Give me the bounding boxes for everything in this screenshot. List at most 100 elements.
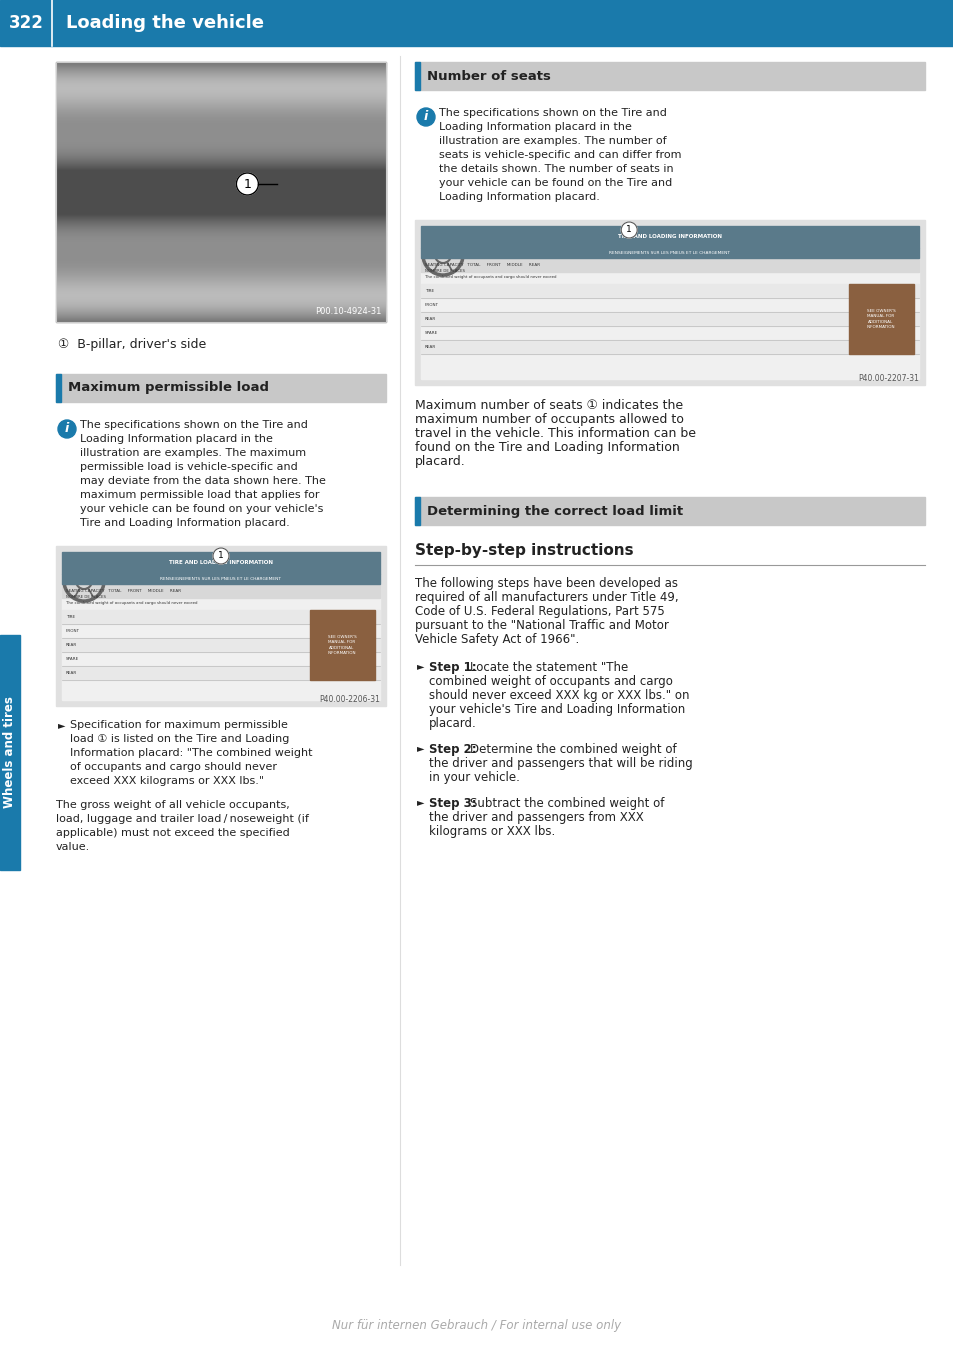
- Bar: [310, 611, 375, 680]
- Text: Step-by-step instructions: Step-by-step instructions: [415, 543, 633, 558]
- Text: FRONT: FRONT: [424, 303, 438, 307]
- Bar: [62, 584, 379, 598]
- Text: the driver and passengers from XXX: the driver and passengers from XXX: [429, 811, 643, 825]
- Text: P00.10-4924-31: P00.10-4924-31: [315, 307, 381, 315]
- Text: found on the Tire and Loading Information: found on the Tire and Loading Informatio…: [415, 441, 679, 454]
- Bar: [420, 226, 918, 379]
- Text: combined weight of occupants and cargo: combined weight of occupants and cargo: [429, 676, 672, 688]
- Text: The combined weight of occupants and cargo should never exceed: The combined weight of occupants and car…: [424, 275, 556, 279]
- Bar: [415, 497, 924, 525]
- Text: SEE OWNER'S
MANUAL FOR
ADDITIONAL
INFORMATION: SEE OWNER'S MANUAL FOR ADDITIONAL INFORM…: [865, 309, 895, 329]
- Text: load ① is listed on the Tire and Loading: load ① is listed on the Tire and Loading: [70, 734, 289, 743]
- Text: 1: 1: [218, 551, 224, 561]
- Text: may deviate from the data shown here. The: may deviate from the data shown here. Th…: [80, 477, 326, 486]
- Bar: [848, 284, 913, 353]
- Text: ►: ►: [58, 720, 66, 730]
- Text: Loading Information placard in the: Loading Information placard in the: [80, 435, 273, 444]
- Text: Maximum number of seats ① indicates the: Maximum number of seats ① indicates the: [415, 399, 682, 412]
- Text: Determining the correct load limit: Determining the correct load limit: [427, 505, 682, 517]
- Text: i: i: [65, 422, 69, 436]
- Text: The following steps have been developed as: The following steps have been developed …: [415, 577, 678, 590]
- Circle shape: [58, 420, 76, 437]
- Text: REAR: REAR: [424, 345, 436, 349]
- Text: FRONT: FRONT: [66, 630, 80, 634]
- Circle shape: [416, 108, 435, 126]
- Text: The specifications shown on the Tire and: The specifications shown on the Tire and: [80, 420, 308, 431]
- Text: Step 2:: Step 2:: [429, 743, 480, 756]
- Bar: [420, 248, 918, 259]
- Text: SEE OWNER'S
MANUAL FOR
ADDITIONAL
INFORMATION: SEE OWNER'S MANUAL FOR ADDITIONAL INFORM…: [327, 635, 356, 655]
- Text: the details shown. The number of seats in: the details shown. The number of seats i…: [438, 164, 673, 175]
- Text: Determine the combined weight of: Determine the combined weight of: [469, 743, 676, 756]
- Circle shape: [236, 173, 258, 195]
- Bar: [420, 311, 918, 326]
- Text: should never exceed XXX kg or XXX lbs." on: should never exceed XXX kg or XXX lbs." …: [429, 689, 689, 701]
- Bar: [56, 374, 386, 402]
- Text: permissible load is vehicle-specific and: permissible load is vehicle-specific and: [80, 462, 297, 473]
- Bar: [0, 0, 953, 46]
- Bar: [62, 666, 379, 680]
- Text: SEATING CAPACITY   TOTAL     FRONT     MIDDLE     REAR: SEATING CAPACITY TOTAL FRONT MIDDLE REAR: [424, 263, 539, 267]
- Text: placard.: placard.: [429, 718, 476, 730]
- Text: RENSEIGNEMENTS SUR LES PNEUS ET LE CHARGEMENT: RENSEIGNEMENTS SUR LES PNEUS ET LE CHARG…: [160, 577, 281, 581]
- Text: Loading Information placard.: Loading Information placard.: [438, 192, 599, 202]
- Text: in your vehicle.: in your vehicle.: [429, 770, 519, 784]
- Text: NOMBRE DE PLACES: NOMBRE DE PLACES: [424, 269, 464, 274]
- Bar: [62, 552, 379, 574]
- Text: TIRE: TIRE: [66, 615, 75, 619]
- Text: Code of U.S. Federal Regulations, Part 575: Code of U.S. Federal Regulations, Part 5…: [415, 605, 664, 617]
- Text: Maximum permissible load: Maximum permissible load: [68, 382, 269, 394]
- Text: Wheels and tires: Wheels and tires: [4, 696, 16, 808]
- Text: your vehicle can be found on the Tire and: your vehicle can be found on the Tire an…: [438, 177, 672, 188]
- Bar: [420, 284, 918, 298]
- Text: the driver and passengers that will be riding: the driver and passengers that will be r…: [429, 757, 692, 770]
- Text: 1: 1: [243, 177, 251, 191]
- Text: applicable) must not exceed the specified: applicable) must not exceed the specifie…: [56, 829, 290, 838]
- Circle shape: [620, 222, 637, 238]
- Text: pursuant to the "National Traffic and Motor: pursuant to the "National Traffic and Mo…: [415, 619, 668, 632]
- Text: Number of seats: Number of seats: [427, 69, 550, 83]
- Text: TIRE AND LOADING INFORMATION: TIRE AND LOADING INFORMATION: [169, 561, 273, 566]
- Text: ►: ►: [416, 798, 424, 807]
- Text: Subtract the combined weight of: Subtract the combined weight of: [469, 798, 663, 810]
- Text: load, luggage and trailer load / noseweight (if: load, luggage and trailer load / nosewei…: [56, 814, 309, 825]
- Text: illustration are examples. The number of: illustration are examples. The number of: [438, 135, 666, 146]
- Text: SEATING CAPACITY   TOTAL     FRONT     MIDDLE     REAR: SEATING CAPACITY TOTAL FRONT MIDDLE REAR: [66, 589, 181, 593]
- Text: The combined weight of occupants and cargo should never exceed: The combined weight of occupants and car…: [66, 601, 197, 605]
- Text: ►: ►: [416, 743, 424, 753]
- Bar: [420, 259, 918, 272]
- Text: Specification for maximum permissible: Specification for maximum permissible: [70, 720, 288, 730]
- Text: REAR: REAR: [66, 672, 77, 676]
- Text: NOMBRE DE PLACES: NOMBRE DE PLACES: [66, 594, 106, 598]
- Bar: [415, 62, 924, 89]
- Bar: [0, 635, 20, 871]
- Text: travel in the vehicle. This information can be: travel in the vehicle. This information …: [415, 427, 696, 440]
- Text: Loading the vehicle: Loading the vehicle: [66, 14, 264, 32]
- Text: 1: 1: [626, 226, 632, 234]
- Bar: [56, 62, 386, 322]
- Text: ►: ►: [416, 661, 424, 672]
- Circle shape: [213, 548, 229, 565]
- Text: exceed XXX kilograms or XXX lbs.": exceed XXX kilograms or XXX lbs.": [70, 776, 264, 787]
- Text: Information placard: "The combined weight: Information placard: "The combined weigh…: [70, 747, 313, 758]
- Text: The gross weight of all vehicle occupants,: The gross weight of all vehicle occupant…: [56, 800, 290, 810]
- Bar: [62, 552, 379, 700]
- Text: Locate the statement "The: Locate the statement "The: [469, 661, 627, 674]
- Text: kilograms or XXX lbs.: kilograms or XXX lbs.: [429, 825, 555, 838]
- Bar: [62, 611, 379, 624]
- Text: i: i: [423, 111, 428, 123]
- Text: P40.00-2206-31: P40.00-2206-31: [319, 695, 379, 704]
- Text: SPARE: SPARE: [424, 330, 437, 334]
- Text: illustration are examples. The maximum: illustration are examples. The maximum: [80, 448, 306, 458]
- Text: seats is vehicle-specific and can differ from: seats is vehicle-specific and can differ…: [438, 150, 680, 160]
- Text: P40.00-2207-31: P40.00-2207-31: [858, 374, 918, 383]
- Bar: [415, 62, 419, 89]
- Bar: [62, 638, 379, 653]
- Text: SPARE: SPARE: [66, 657, 79, 661]
- Text: of occupants and cargo should never: of occupants and cargo should never: [70, 762, 276, 772]
- Text: Vehicle Safety Act of 1966".: Vehicle Safety Act of 1966".: [415, 634, 578, 646]
- Bar: [415, 497, 419, 525]
- Bar: [56, 374, 61, 402]
- Text: value.: value.: [56, 842, 91, 852]
- Text: Nur für internen Gebrauch / For internal use only: Nur für internen Gebrauch / For internal…: [332, 1319, 621, 1331]
